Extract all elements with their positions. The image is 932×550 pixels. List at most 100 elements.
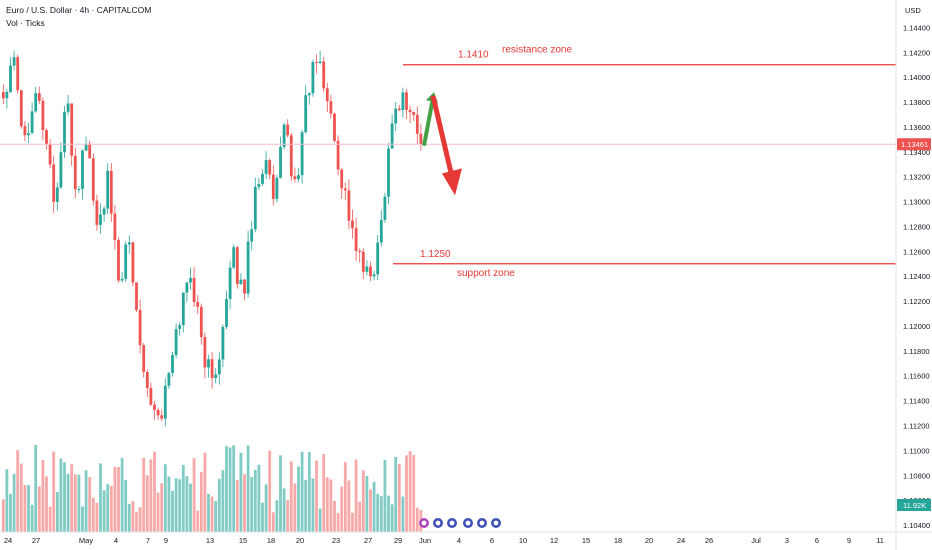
volume-bar [243, 474, 246, 532]
volume-bar [113, 466, 117, 532]
candle-body [214, 374, 218, 379]
candle-body [232, 247, 236, 268]
volume-bar [221, 470, 225, 532]
volume-bar [27, 485, 30, 532]
candle-body [30, 111, 34, 134]
candle-body [207, 359, 210, 368]
volume-bar [131, 500, 135, 532]
volume-bar [55, 491, 59, 532]
volume-bar [307, 451, 311, 532]
candle-body [124, 244, 128, 279]
candle-body [95, 200, 99, 225]
economic-event-icon-center [479, 520, 485, 526]
volume-bar [315, 460, 318, 532]
candle-body [394, 108, 398, 124]
zone-text-label: support zone [457, 268, 515, 279]
candle-body [390, 123, 394, 149]
volume-bar [196, 510, 200, 532]
candle-body [145, 372, 149, 388]
volume-bar [145, 475, 149, 532]
volume-bar [207, 493, 210, 532]
y-tick-label: 1.11800 [903, 347, 930, 356]
volume-bar [415, 507, 419, 532]
volume-bar [117, 467, 120, 532]
volume-bar [34, 444, 38, 532]
candle-body [163, 385, 167, 419]
volume-bar [297, 466, 300, 532]
candle-body [81, 150, 84, 189]
volume-bar [95, 502, 99, 532]
volume-bar [358, 501, 362, 532]
volume-bar [336, 513, 340, 532]
volume-bar [376, 493, 380, 532]
candle-body [102, 208, 106, 215]
x-tick-label: 3 [785, 536, 789, 545]
volume-bar [365, 475, 369, 532]
x-tick-label: 4 [457, 536, 461, 545]
volume-bar [167, 476, 171, 532]
volume-bar [185, 476, 189, 532]
volume-bar [214, 501, 218, 532]
volume-bar [127, 503, 131, 532]
volume-bar [142, 458, 146, 532]
candle-body [99, 214, 102, 225]
volume-bar [408, 451, 412, 532]
candle-body [52, 164, 56, 202]
chart-title: Euro / U.S. Dollar · 4h · CAPITALCOM [6, 5, 152, 15]
candle-body [160, 415, 164, 419]
candle-body [268, 160, 272, 175]
candle-body [369, 266, 372, 277]
candle-body [246, 241, 250, 294]
volume-bar [300, 451, 304, 532]
candle-body [59, 152, 63, 188]
volume-bar [109, 486, 113, 532]
y-tick-label: 1.14400 [903, 23, 930, 32]
x-tick-label: 26 [705, 536, 713, 545]
x-tick-label: 18 [267, 536, 275, 545]
candle-body [203, 337, 207, 368]
volume-bar [232, 445, 236, 532]
volume-bar [84, 470, 88, 532]
candle-body [23, 126, 27, 136]
volume-bar [412, 455, 416, 532]
candle-body [307, 93, 311, 96]
volume-bar [343, 462, 347, 532]
candle-body [77, 188, 81, 190]
volume-bar [217, 478, 221, 532]
y-tick-label: 1.12400 [903, 272, 930, 281]
volume-bar [41, 459, 45, 532]
x-tick-label: 10 [519, 536, 527, 545]
candle-body [235, 247, 239, 285]
annotation-layer: 1.1410 resistance zone 1.1250 support zone [0, 45, 896, 528]
y-tick-label: 1.13800 [903, 98, 930, 107]
candle-body [185, 282, 189, 293]
candle-body [239, 279, 243, 285]
volume-bar [1, 499, 5, 532]
candle-body [415, 114, 419, 134]
candle-body [253, 186, 257, 230]
y-tick-label: 1.11600 [903, 372, 930, 381]
volume-bar [304, 479, 308, 532]
x-tick-label: 9 [847, 536, 851, 545]
candle-body [12, 57, 16, 66]
candle-body [120, 278, 124, 281]
candle-body [397, 108, 401, 110]
candle-body [70, 103, 74, 156]
candle-body [192, 277, 196, 303]
volume-bar [16, 450, 20, 532]
y-tick-label: 1.13200 [903, 173, 930, 182]
candle-body [315, 62, 318, 64]
volume-bar [264, 484, 268, 532]
x-tick-label: Jun [419, 536, 431, 545]
candle-body [178, 324, 182, 330]
volume-bar [59, 458, 63, 532]
zone-text-label: resistance zone [502, 45, 572, 56]
volume-bar [405, 455, 408, 532]
y-tick-label: 1.14000 [903, 73, 930, 82]
candle-body [109, 170, 113, 214]
candle-body [293, 176, 297, 180]
volume-bar [271, 512, 275, 532]
